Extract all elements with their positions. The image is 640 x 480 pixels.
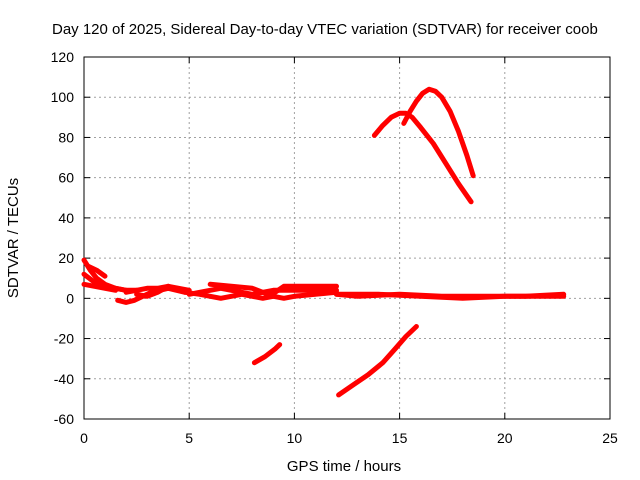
x-tick-label: 15 — [392, 430, 408, 446]
series-line-s7 — [134, 283, 182, 299]
y-tick-label: 120 — [51, 49, 75, 65]
series-line-s16 — [371, 110, 474, 205]
grid — [84, 57, 610, 419]
series-line-s15 — [336, 324, 419, 398]
series-line-s9 — [186, 285, 339, 297]
series-line-s17 — [401, 86, 476, 179]
x-axis-label: GPS time / hours — [287, 458, 401, 475]
y-axis-label: SDTVAR / TECUs — [5, 178, 22, 298]
axis-ticks: 0 5 10 15 20 25 -60 -40 -20 0 20 40 60 80 100 120 — [51, 49, 618, 446]
x-tick-label: 5 — [185, 430, 193, 446]
y-tick-label: 100 — [51, 89, 75, 105]
y-tick-label: 60 — [58, 170, 74, 186]
chart-title: Day 120 of 2025, Sidereal Day-to-day VTE… — [52, 21, 598, 38]
plot-frame — [83, 56, 611, 420]
y-tick-label: -60 — [54, 411, 74, 427]
x-tick-label: 25 — [602, 430, 618, 446]
series-line-s14 — [251, 342, 283, 366]
y-tick-label: 40 — [58, 210, 74, 226]
y-tick-label: -40 — [54, 371, 74, 387]
series-line-s4 — [85, 263, 108, 279]
series-line-s8 — [182, 289, 276, 301]
series-line-s3 — [81, 281, 119, 293]
y-tick-label: 80 — [58, 129, 74, 145]
x-tick-label: 10 — [287, 430, 303, 446]
series-line-s13 — [334, 291, 567, 299]
series-line-s11 — [266, 283, 339, 299]
y-tick-label: -20 — [54, 331, 74, 347]
x-tick-label: 0 — [80, 430, 88, 446]
y-tick-label: 20 — [58, 250, 74, 266]
data-series — [81, 86, 567, 398]
y-tick-label: 0 — [66, 290, 74, 306]
x-tick-label: 20 — [497, 430, 513, 446]
